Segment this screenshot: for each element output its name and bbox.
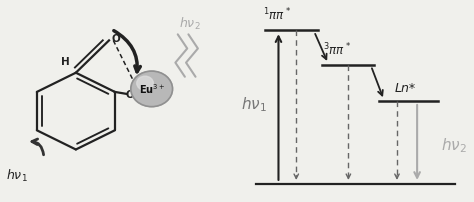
Circle shape bbox=[131, 71, 173, 107]
Text: hν$_2$: hν$_2$ bbox=[441, 136, 467, 155]
Text: O: O bbox=[126, 90, 135, 100]
Circle shape bbox=[137, 76, 153, 90]
Text: O: O bbox=[111, 34, 120, 44]
Text: H: H bbox=[61, 57, 70, 67]
Text: Eu$^{3+}$: Eu$^{3+}$ bbox=[138, 82, 165, 96]
Text: $^3\pi\pi^*$: $^3\pi\pi^*$ bbox=[322, 42, 351, 59]
Text: hν$_2$: hν$_2$ bbox=[179, 16, 201, 32]
Text: hν$_1$: hν$_1$ bbox=[240, 96, 266, 114]
Text: Ln*: Ln* bbox=[395, 82, 416, 95]
Text: $^1\pi\pi^*$: $^1\pi\pi^*$ bbox=[263, 7, 292, 23]
Text: hν$_1$: hν$_1$ bbox=[6, 168, 27, 184]
